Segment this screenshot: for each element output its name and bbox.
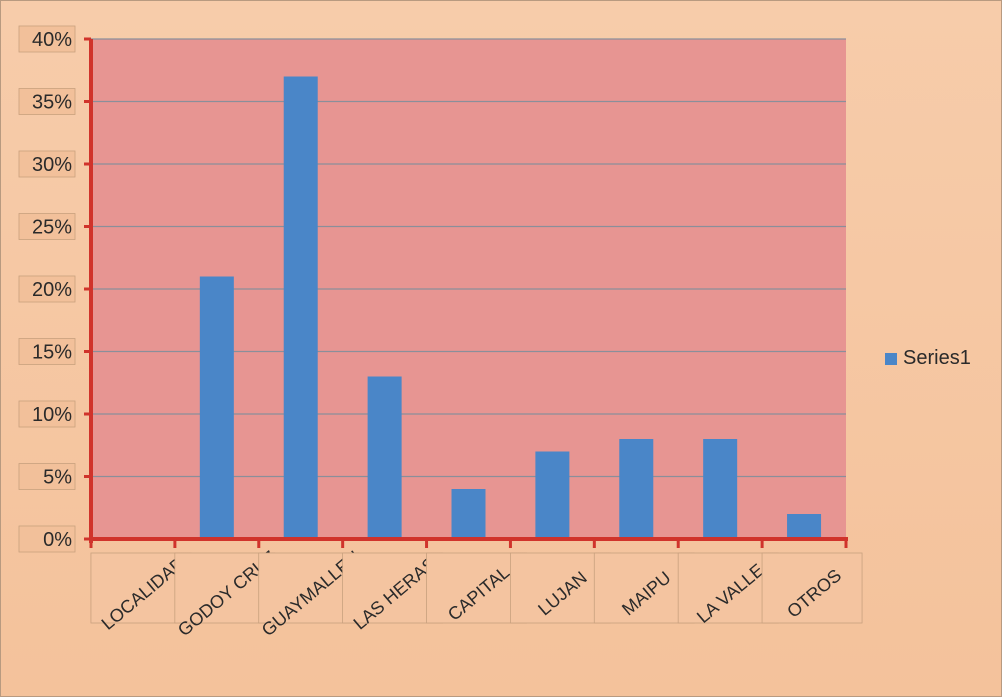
bar: [199, 276, 234, 539]
y-tick-label: 15%: [32, 342, 72, 364]
y-tick-labels: 0% 5% 10% 15% 20% 25% 30% 35% 40%: [18, 25, 76, 553]
y-tick-label: 40%: [32, 29, 72, 51]
y-tick-plate: [18, 275, 76, 303]
y-tick-plate: [18, 525, 76, 553]
bar: [703, 439, 738, 539]
bar: [283, 76, 318, 539]
y-tick-label: 0%: [43, 529, 72, 551]
x-tick-plate: [509, 552, 611, 624]
y-tick-label: 20%: [32, 279, 72, 301]
x-tick-plate: [761, 552, 863, 624]
bar: [451, 489, 486, 539]
x-tick-plate: [593, 552, 695, 624]
y-tick-plate: [18, 150, 76, 178]
x-tick-plate: [426, 552, 527, 624]
x-tick-plate: [342, 552, 444, 624]
x-tick-plate: [174, 552, 276, 624]
y-tick-plate: [18, 25, 76, 53]
bar: [367, 376, 402, 539]
legend-label: Series1: [903, 347, 971, 369]
axes: [84, 37, 848, 548]
legend: Series1: [885, 347, 971, 370]
y-tick-label: 25%: [32, 217, 72, 239]
bars: [199, 76, 822, 539]
y-tick-label: 5%: [43, 467, 72, 489]
y-tick-label: 35%: [32, 92, 72, 114]
y-tick-plate: [18, 463, 76, 490]
x-tick-plate: [90, 552, 192, 624]
y-tick-plate: [18, 88, 76, 115]
x-tick-plate: [258, 552, 360, 624]
legend-swatch: [885, 352, 897, 365]
y-tick-plate: [18, 338, 76, 365]
y-tick-label: 10%: [32, 404, 72, 426]
y-tick-plate: [18, 213, 76, 240]
bar: [535, 451, 570, 539]
bar: [619, 439, 654, 539]
y-tick-label: 30%: [32, 154, 72, 176]
bar: [787, 514, 822, 539]
y-tick-plate: [18, 400, 76, 428]
x-tick-plate: [677, 552, 779, 624]
